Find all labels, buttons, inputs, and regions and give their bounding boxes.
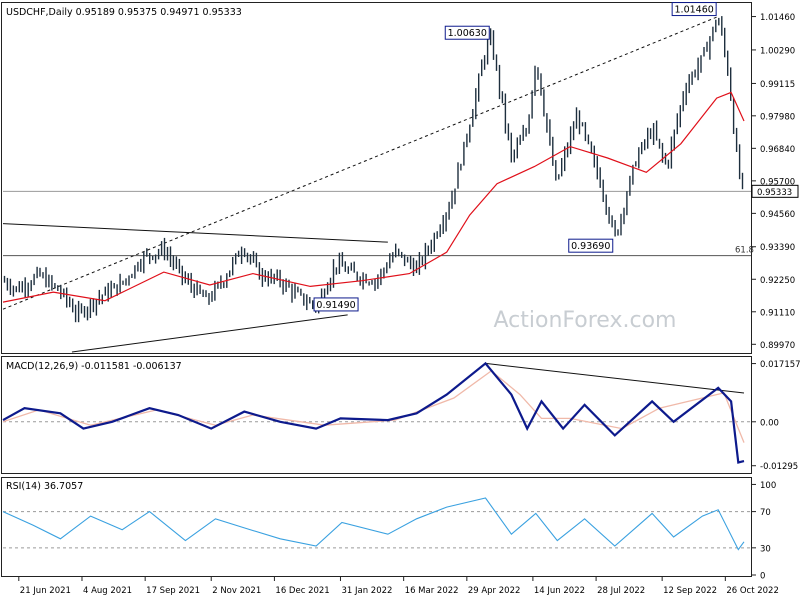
price-trendline-0 xyxy=(2,16,719,310)
price-ytick-label: 1.00290 xyxy=(760,46,795,56)
xtick-label: 17 Sep 2021 xyxy=(146,586,200,596)
watermark: ActionForex.com xyxy=(494,308,677,333)
current-price-tag xyxy=(751,184,799,198)
macd-ytick-label: 0.017157 xyxy=(760,360,800,370)
macd-layer xyxy=(2,361,751,464)
macd-line xyxy=(2,361,745,464)
rsi-ytick-label: 100 xyxy=(760,481,776,491)
xtick-label: 31 Jan 2022 xyxy=(341,586,392,596)
macd-ytick-label: 0.00 xyxy=(760,418,779,428)
moving-average-line xyxy=(2,91,745,303)
rsi-layer xyxy=(2,497,751,551)
candle-layer xyxy=(3,16,744,323)
price-ytick-label: 0.89970 xyxy=(760,341,795,351)
price-ytick-label: 0.95700 xyxy=(760,177,795,187)
price-ytick-label: 0.94560 xyxy=(760,210,795,220)
xtick-label: 16 Mar 2022 xyxy=(405,586,459,596)
annotation-layer: 1.00630 1.01460 0.93690 0.91490 xyxy=(313,2,717,312)
rsi-panel-title: RSI(14) 36.7057 xyxy=(6,481,83,492)
price-ytick-label: 0.97980 xyxy=(760,112,795,122)
annotation-label-0: 1.00630 xyxy=(448,28,487,39)
annotation-label-3: 0.91490 xyxy=(316,300,355,311)
axis-layer: 1.01460 1.00290 0.99115 0.97980 0.96840 0.957… xyxy=(18,13,800,596)
current-price-tag-label: 0.95333 xyxy=(757,188,792,198)
price-ytick-label: 0.96840 xyxy=(760,145,795,155)
annotation-box-1 xyxy=(671,2,717,17)
annotation-box-0 xyxy=(444,25,490,40)
xtick-label: 14 Jun 2022 xyxy=(534,586,585,596)
price-ytick-label: 1.01460 xyxy=(760,13,795,23)
xtick-label: 29 Apr 2022 xyxy=(468,586,521,596)
annotation-label-1: 1.01460 xyxy=(675,5,714,16)
price-panel-title: USDCHF,Daily 0.95189 0.95375 0.94971 0.9… xyxy=(6,7,242,18)
price-ytick-label: 0.92250 xyxy=(760,276,795,286)
rsi-ytick-label: 70 xyxy=(760,508,771,518)
macd-panel-frame xyxy=(1,356,752,474)
price-ytick-label: 0.91110 xyxy=(760,308,795,318)
rsi-ytick-label: 0 xyxy=(760,572,765,582)
annotation-label-2: 0.93690 xyxy=(571,241,610,252)
moving-average-layer xyxy=(2,91,745,303)
xtick-label: 21 Jun 2021 xyxy=(20,586,71,596)
rsi-panel-frame xyxy=(1,477,752,577)
macd-signal-line xyxy=(2,370,745,443)
price-trendline-1 xyxy=(2,223,388,243)
xtick-label: 28 Jul 2022 xyxy=(597,586,645,596)
trendline-layer xyxy=(2,16,719,353)
macd-ytick-label: -0.01295 xyxy=(760,462,798,472)
grid-layer: 61.8 xyxy=(3,190,754,257)
xtick-label: 2 Nov 2021 xyxy=(212,586,261,596)
xtick-label: 12 Sep 2022 xyxy=(663,586,717,596)
price-panel-frame xyxy=(1,2,752,354)
rsi-line xyxy=(2,497,745,551)
price-ytick-label: 0.93390 xyxy=(760,243,795,253)
macd-panel-title: MACD(12,26,9) -0.011581 -0.006137 xyxy=(6,361,182,372)
price-trendline-2 xyxy=(71,314,348,353)
rsi-ytick-label: 30 xyxy=(760,544,771,554)
macd-trendline xyxy=(485,362,745,394)
xtick-label: 26 Oct 2022 xyxy=(726,586,779,596)
xtick-label: 4 Aug 2021 xyxy=(83,586,132,596)
xtick-label: 16 Dec 2021 xyxy=(275,586,329,596)
fib-level-label: 61.8 xyxy=(735,246,754,256)
annotation-box-2 xyxy=(568,238,614,253)
annotation-box-3 xyxy=(313,297,359,312)
price-ytick-label: 0.99115 xyxy=(760,80,795,90)
